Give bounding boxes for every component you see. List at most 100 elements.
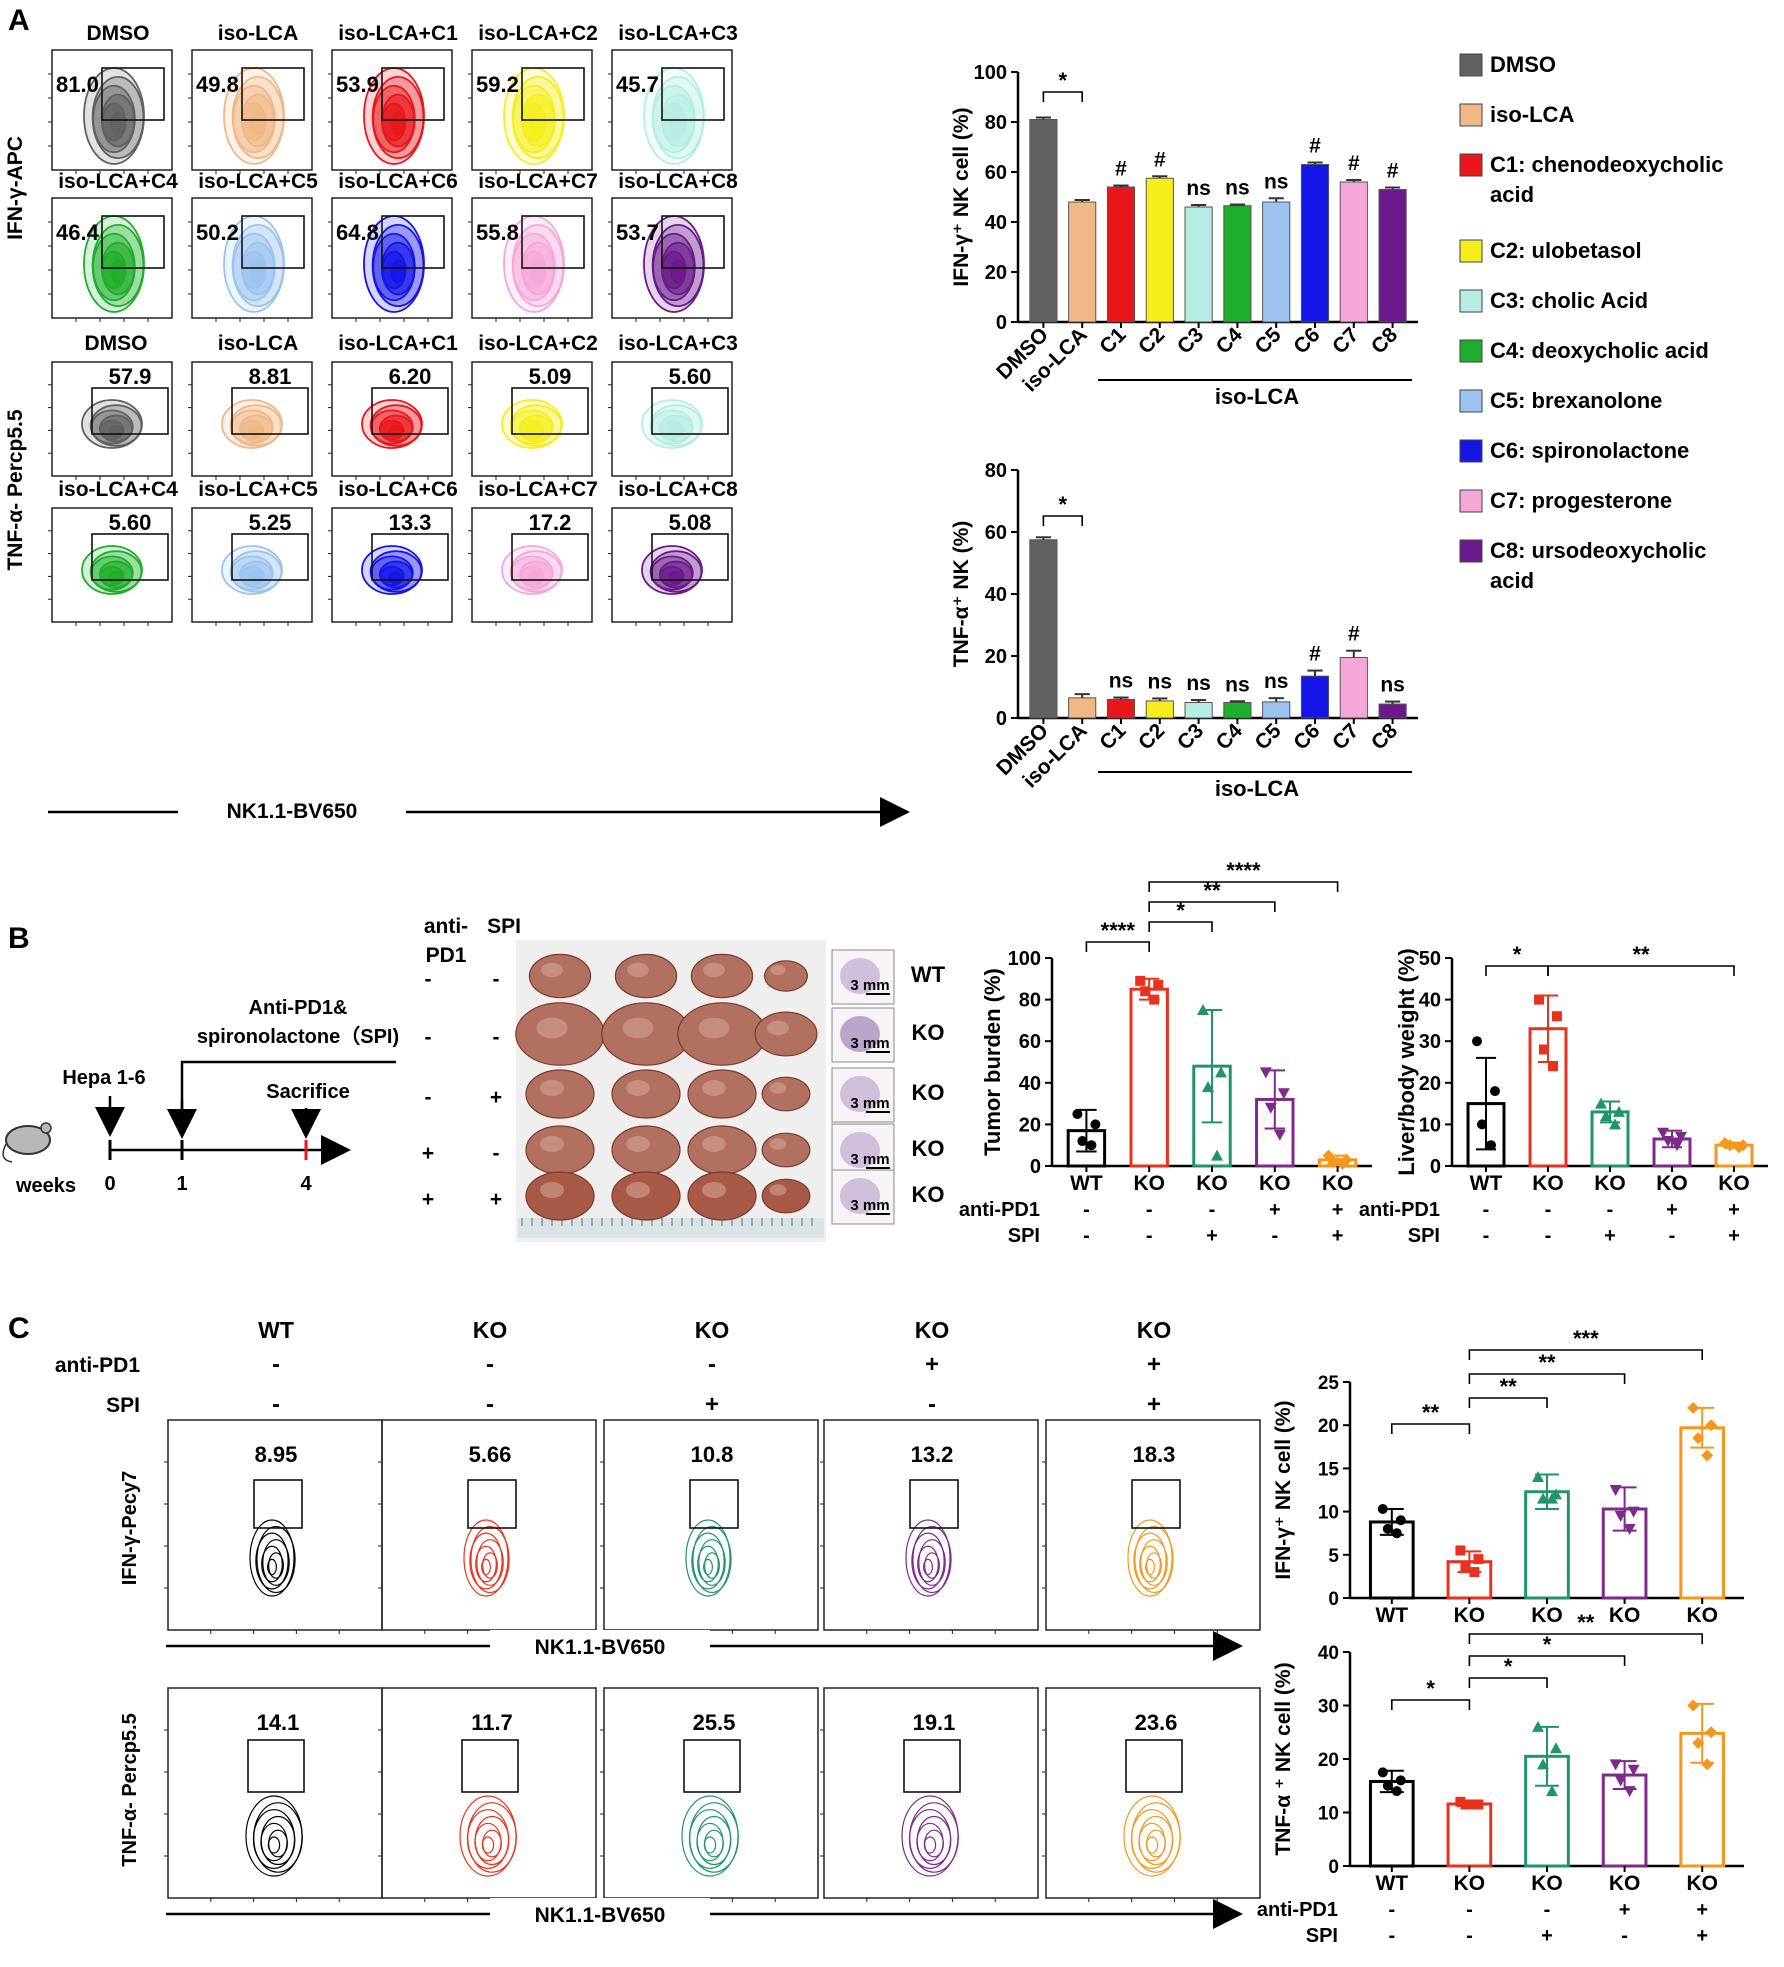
gate-box (511, 533, 589, 581)
x-tick-label: C1 (1095, 719, 1130, 754)
y-tick-label: 80 (1019, 990, 1041, 1012)
y-tick-label: 80 (985, 112, 1007, 134)
gate-percentage: 5.60 (669, 364, 712, 389)
contour-ring (248, 571, 264, 584)
x-tick-label: KO (1531, 1604, 1563, 1627)
liver-nodule (627, 962, 649, 978)
contour-ring (108, 571, 124, 584)
flow-plot-ifng: 53.9 (328, 49, 453, 174)
contour-ring (670, 259, 686, 284)
gate-box (241, 67, 305, 121)
row-label-spi: SPI (1008, 1225, 1040, 1247)
plot-frame (611, 507, 733, 623)
x-tick-label: C6 (1289, 323, 1324, 358)
liver-image (611, 1125, 681, 1175)
flow-group-label: iso-LCA+C1 (338, 332, 458, 355)
significance-bracket (1391, 1699, 1471, 1710)
antipd1-sign: - (1083, 1199, 1090, 1221)
gate-box (461, 1739, 519, 1793)
spi-sign: + (705, 1391, 719, 1418)
plot-frame (611, 361, 733, 477)
flow-plot-tnfa: 17.2 (468, 507, 593, 626)
gate-box (467, 1479, 517, 1529)
data-point (1077, 1136, 1088, 1147)
significance-mark: # (1348, 152, 1360, 175)
liver-image (528, 953, 592, 999)
data-point (1614, 1510, 1627, 1522)
row-label-spi: SPI (1306, 1925, 1338, 1947)
y-tick-label: 0 (1030, 1156, 1041, 1178)
data-point (1539, 1044, 1549, 1055)
data-point (1460, 1562, 1471, 1573)
liver-nodule (540, 1182, 564, 1198)
gate-box (231, 387, 309, 435)
flow-plot-ifng: 13.2 (820, 1419, 1039, 1634)
contour-ring (905, 1519, 951, 1597)
legend-swatch (1459, 289, 1483, 313)
contour-ring (250, 259, 266, 284)
label-mask (490, 1898, 710, 1930)
panel-label-b: B (8, 922, 30, 955)
y-tick-label: 5 (1328, 1546, 1339, 1567)
bar (1184, 206, 1213, 323)
row-antipd1-sign: - (425, 968, 432, 991)
row-spi-sign: - (493, 968, 500, 991)
contour-ring (388, 425, 404, 438)
x-tick-label: KO (1594, 1172, 1626, 1195)
spi-sign: - (1621, 1925, 1628, 1947)
flow-group-label: iso-LCA (218, 22, 299, 45)
significance-mark: # (1309, 643, 1321, 666)
y-axis-title: Liver/body weight (%) (1394, 948, 1419, 1175)
liver-nodule (536, 1017, 568, 1039)
contour-ring (390, 111, 406, 136)
contour-ring (1133, 1532, 1167, 1590)
timeline-week-label: 0 (104, 1173, 115, 1195)
gate-percentage: 13.3 (389, 510, 432, 535)
data-point (1623, 1523, 1636, 1535)
legend-swatch (1459, 153, 1483, 177)
y-tick-label: 50 (1419, 948, 1441, 970)
plot-frame (331, 507, 453, 623)
data-point (1395, 1775, 1406, 1786)
data-point (1377, 1504, 1388, 1515)
bar (1106, 186, 1136, 323)
gate-box (683, 1739, 741, 1793)
mouse-tail-icon (2, 1143, 13, 1163)
contour-ring (668, 571, 684, 584)
flow-plot-tnfa: 25.5 (600, 1687, 819, 1902)
liver-nodule (769, 1082, 787, 1094)
flow-group-label: iso-LCA (218, 332, 299, 355)
gate-percentage: 8.81 (249, 364, 292, 389)
spi-sign: + (1332, 1225, 1344, 1247)
legend-label: C2: ulobetasol (1490, 238, 1642, 263)
y-tick-label: 60 (1019, 1031, 1041, 1053)
data-point (1705, 1419, 1718, 1432)
gate-box (651, 387, 729, 435)
x-tick-label: KO (1259, 1172, 1291, 1195)
y-tick-label: 40 (1318, 1643, 1339, 1664)
flow-plot-tnfa: 11.7 (378, 1687, 597, 1902)
significance-mark: # (1154, 148, 1166, 171)
gate-box (241, 215, 305, 269)
y-axis-title: Tumor burden (%) (980, 968, 1005, 1156)
contour-ring (476, 1539, 504, 1586)
data-point (1135, 975, 1146, 986)
liver-nodule (626, 1182, 650, 1198)
row-genotype-label: WT (911, 962, 946, 987)
spi-sign: - (1388, 1925, 1395, 1947)
significance-bracket (1468, 1349, 1703, 1360)
y-tick-label: 20 (1318, 1750, 1339, 1771)
spi-sign: - (272, 1391, 280, 1418)
label-mask (490, 1630, 710, 1662)
contour-ring (704, 1552, 720, 1579)
contour-ring (482, 1552, 498, 1579)
flow-group-label: DMSO (85, 332, 148, 355)
bar (1378, 189, 1407, 323)
data-point (1153, 980, 1164, 991)
scale-bar-label: 3 mm (850, 977, 889, 994)
liver-image (525, 1069, 595, 1119)
contour-ring (685, 1519, 731, 1597)
contour-ring (481, 1836, 495, 1854)
data-point (1534, 994, 1544, 1005)
